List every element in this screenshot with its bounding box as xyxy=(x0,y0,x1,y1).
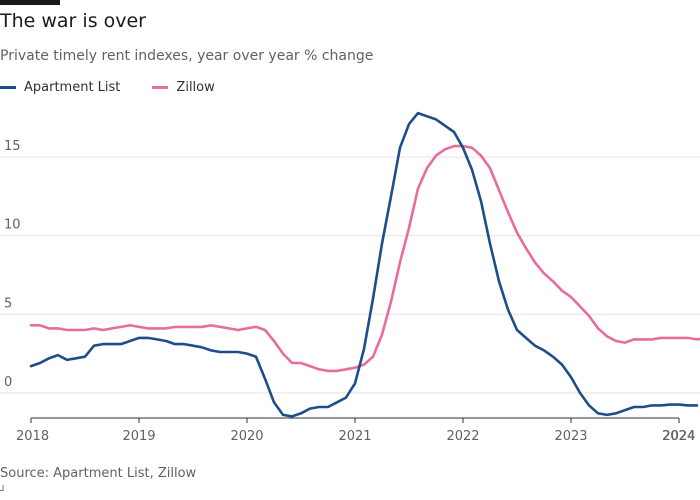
legend-swatch-zillow xyxy=(152,86,169,89)
legend-label-apartment-list: Apartment List xyxy=(24,80,121,95)
y-tick-label: 15 xyxy=(4,139,21,154)
y-tick-label: 10 xyxy=(4,218,21,233)
chart-title: The war is over xyxy=(0,10,146,32)
legend-item-apartment-list: Apartment List xyxy=(0,80,120,95)
series-line-zillow xyxy=(29,144,700,373)
x-tick-label: 2023 xyxy=(554,429,587,444)
x-tick-label: 2021 xyxy=(338,429,371,444)
chart-subtitle: Private timely rent indexes, year over y… xyxy=(0,48,374,64)
x-tick-label: 2019 xyxy=(122,429,155,444)
x-tick-label: 2024 xyxy=(662,429,695,444)
y-tick-label: 5 xyxy=(4,296,12,311)
series-line-apartment-list xyxy=(29,111,699,418)
legend-swatch-apartment-list xyxy=(0,86,16,89)
x-tick-label: 2018 xyxy=(16,429,49,444)
legend-item-zillow: Zillow xyxy=(152,80,215,95)
chart-legend: Apartment List Zillow xyxy=(0,80,247,95)
brand-top-bar xyxy=(0,0,60,5)
source-note: Source: Apartment List, Zillow xyxy=(0,466,197,481)
y-tick-label: 0 xyxy=(4,375,12,390)
x-tick-label: 2024 xyxy=(662,429,695,444)
legend-label-zillow: Zillow xyxy=(176,80,215,95)
x-tick-label: 2022 xyxy=(446,429,479,444)
x-tick-label: 2020 xyxy=(230,429,263,444)
corner-mark: ┘ xyxy=(0,486,7,497)
